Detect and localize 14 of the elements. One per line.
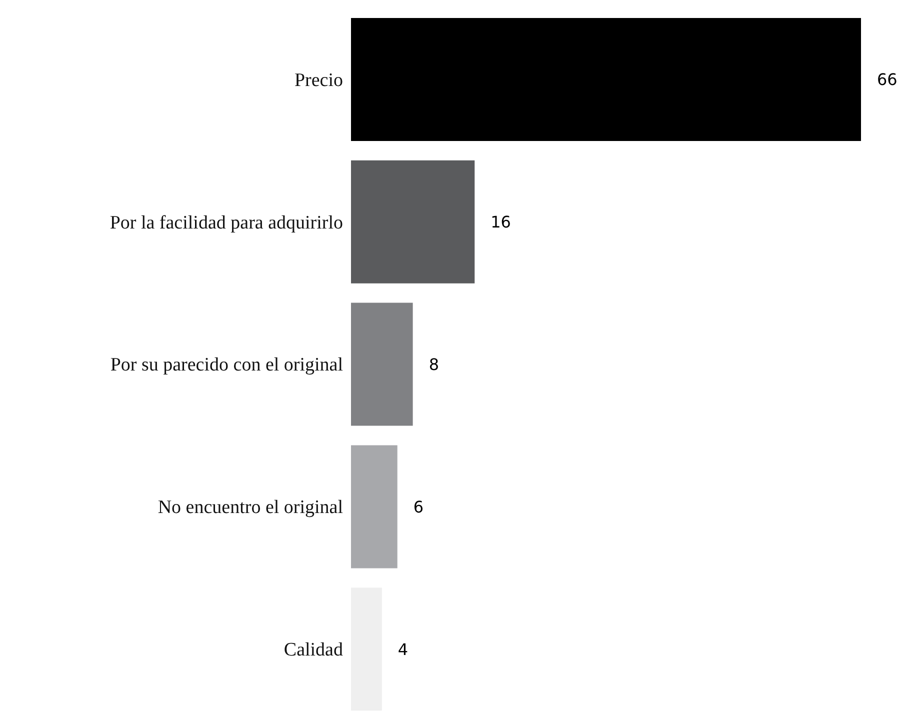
data-label: 16 [490,212,511,232]
data-label: 66 [877,70,897,90]
bar [351,160,475,284]
y-tick-label: Por su parecido con el original [110,354,343,376]
data-label: 6 [413,497,424,516]
bar [351,445,398,568]
y-tick-label: Precio [294,70,343,91]
data-label: 8 [428,354,440,374]
y-tick-label: Por la facilidad para adquirirlo [110,212,343,234]
bar [351,302,413,426]
bar [351,18,861,141]
y-tick-label: Calidad [284,640,344,661]
data-label: 4 [398,640,408,659]
y-tick-label: No encuentro el original [158,497,343,518]
